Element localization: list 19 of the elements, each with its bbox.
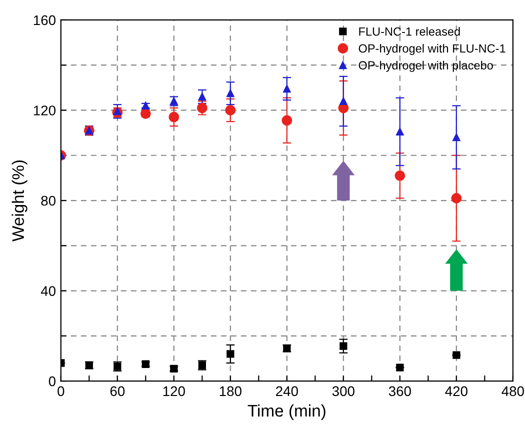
x-tick-label: 120 [163,386,185,396]
legend-label: OP-hydrogel with FLU-NC-1 [358,44,506,55]
legend-label: OP-hydrogel with placebo [358,60,493,72]
x-tick-label: 60 [110,386,125,396]
x-tick-label: 300 [332,386,354,396]
x-tick-label: 480 [502,386,524,396]
x-tick-label: 240 [276,386,298,396]
y-axis-title: Weight (%) [12,160,28,242]
y-tick-label: 0 [48,376,56,386]
x-axis-title: Time (min) [248,404,326,420]
x-tick-label: 180 [220,386,242,396]
x-tick-label: 360 [388,386,411,396]
legend-label: FLU-NC-1 released [359,27,460,36]
y-tick-label: 40 [40,286,56,296]
y-tick-label: 160 [34,15,56,26]
x-tick-label: 0 [58,386,64,396]
x-tick-label: 420 [445,386,468,396]
y-tick-label: 80 [41,196,56,206]
y-tick-label: 120 [34,106,56,116]
